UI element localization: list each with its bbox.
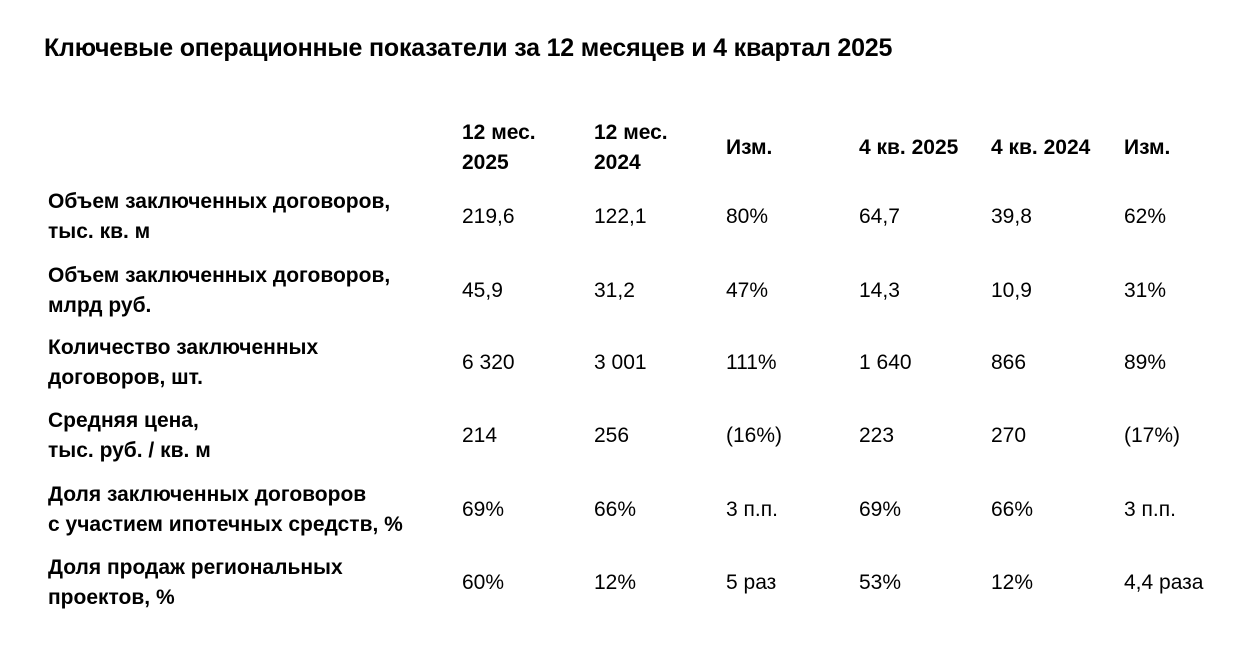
table-cell: 3 001 xyxy=(594,351,647,374)
table-cell: 31,2 xyxy=(594,279,635,302)
column-header-change-q4: Изм. xyxy=(1124,136,1171,159)
table-cell: 45,9 xyxy=(462,279,503,302)
table-row: Доля заключенных договоров с участием ип… xyxy=(0,480,1250,540)
table-cell: 80% xyxy=(726,205,769,228)
table-cell: 64,7 xyxy=(859,205,900,228)
table-cell: 89% xyxy=(1124,351,1167,374)
page-title: Ключевые операционные показатели за 12 м… xyxy=(44,34,893,62)
table-cell: 1 640 xyxy=(859,351,912,374)
row-label: Объем заключенных договоров, млрд руб. xyxy=(48,264,391,317)
table-cell: 66% xyxy=(594,498,637,521)
column-header-12m-2024: 12 мес. 2024 xyxy=(594,121,668,174)
table-cell: 14,3 xyxy=(859,279,900,302)
column-header-q4-2025: 4 кв. 2025 xyxy=(859,136,959,159)
table-cell: 69% xyxy=(462,498,505,521)
column-header-12m-2025: 12 мес. 2025 xyxy=(462,121,536,174)
table-cell: 39,8 xyxy=(991,205,1032,228)
table-cell: 219,6 xyxy=(462,205,515,228)
table-cell: 12% xyxy=(991,571,1034,594)
row-label: Средняя цена, тыс. руб. / кв. м xyxy=(48,409,211,462)
table-cell: 3 п.п. xyxy=(1124,498,1176,521)
table-cell: 223 xyxy=(859,424,895,447)
table-cell: 214 xyxy=(462,424,498,447)
table-cell: 60% xyxy=(462,571,505,594)
table-cell: 66% xyxy=(991,498,1034,521)
row-label: Количество заключенных договоров, шт. xyxy=(48,336,319,389)
table-cell: 3 п.п. xyxy=(726,498,778,521)
table-row: Средняя цена, тыс. руб. / кв. м 214 256 … xyxy=(0,406,1250,466)
table-row: Доля продаж региональных проектов, % 60%… xyxy=(0,553,1250,613)
table-cell: 270 xyxy=(991,424,1027,447)
table-cell: 122,1 xyxy=(594,205,647,228)
table-cell: 62% xyxy=(1124,205,1167,228)
column-header-q4-2024: 4 кв. 2024 xyxy=(991,136,1091,159)
table-cell: 10,9 xyxy=(991,279,1032,302)
column-header-change-12m: Изм. xyxy=(726,136,773,159)
table-cell: 47% xyxy=(726,279,769,302)
table-row: Количество заключенных договоров, шт. 6 … xyxy=(0,333,1250,393)
table-cell: (17%) xyxy=(1124,424,1181,447)
table-cell: 12% xyxy=(594,571,637,594)
table-cell: 111% xyxy=(726,351,777,374)
row-label: Доля заключенных договоров с участием ип… xyxy=(48,483,403,536)
table-cell: 31% xyxy=(1124,279,1167,302)
table-cell: 866 xyxy=(991,351,1027,374)
table-cell: 256 xyxy=(594,424,630,447)
table-cell: 53% xyxy=(859,571,902,594)
table-cell: 5 раз xyxy=(726,571,777,594)
table-cell: 4,4 раза xyxy=(1124,571,1204,594)
table-row: Объем заключенных договоров, млрд руб. 4… xyxy=(0,261,1250,321)
table-cell: 69% xyxy=(859,498,902,521)
row-label: Объем заключенных договоров, тыс. кв. м xyxy=(48,190,391,243)
table-row: Объем заключенных договоров, тыс. кв. м … xyxy=(0,187,1250,247)
table-cell: (16%) xyxy=(726,424,783,447)
table-cell: 6 320 xyxy=(462,351,515,374)
row-label: Доля продаж региональных проектов, % xyxy=(48,556,343,609)
